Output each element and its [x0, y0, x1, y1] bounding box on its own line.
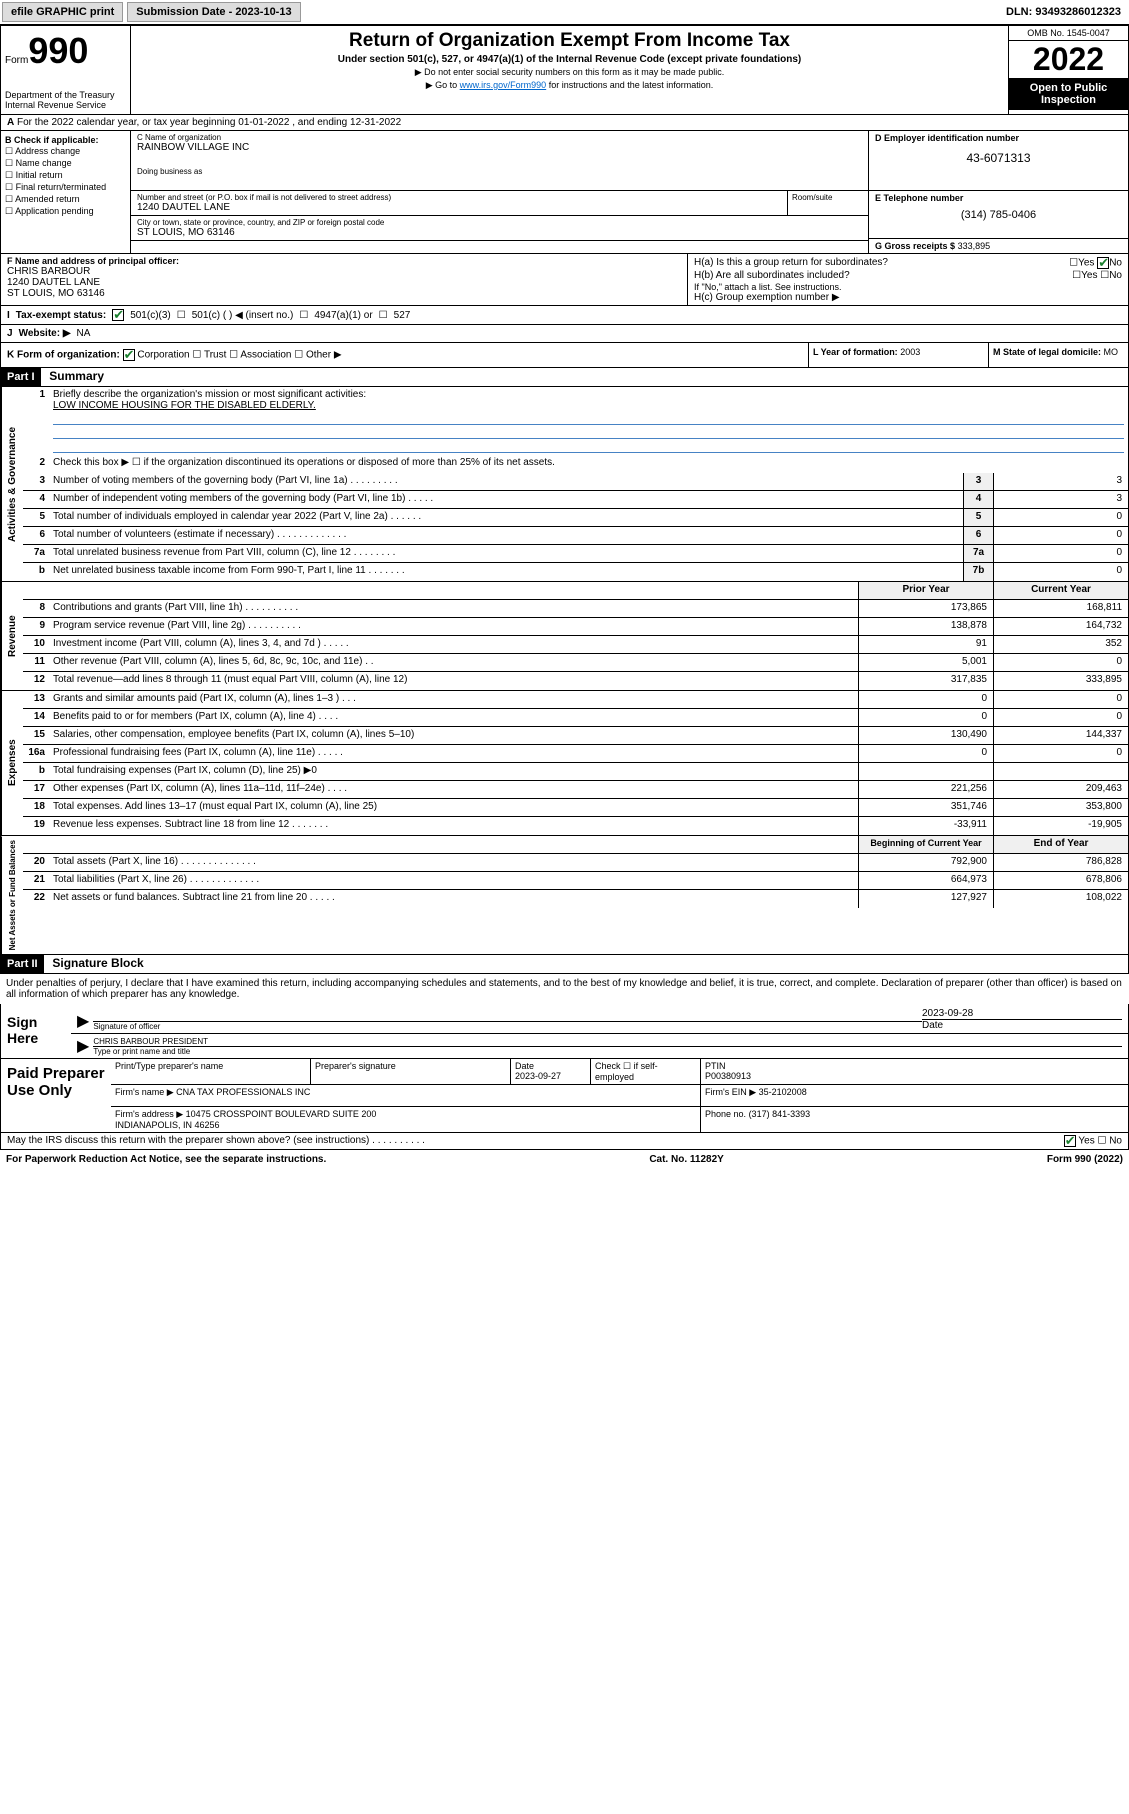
tax-year: 2022 — [1009, 41, 1128, 78]
sign-here: Sign Here — [1, 1004, 71, 1058]
part1-header: Part I — [1, 368, 41, 386]
q1: Briefly describe the organization's miss… — [49, 387, 1128, 455]
open-public-badge: Open to Public Inspection — [1009, 78, 1128, 110]
topbar: efile GRAPHIC print Submission Date - 20… — [0, 0, 1129, 25]
signature-line: Signature of officer — [93, 1006, 922, 1031]
row-a: A For the 2022 calendar year, or tax yea… — [0, 115, 1129, 131]
signature-declaration: Under penalties of perjury, I declare th… — [0, 974, 1129, 1004]
street-address: Number and street (or P.O. box if mail i… — [131, 191, 788, 215]
irs-link[interactable]: www.irs.gov/Form990 — [460, 80, 547, 90]
form-word: Form — [5, 55, 28, 66]
ein-block: D Employer identification number 43-6071… — [869, 131, 1128, 191]
form-title: Return of Organization Exempt From Incom… — [141, 30, 998, 52]
subdate-btn[interactable]: Submission Date - 2023-10-13 — [127, 2, 300, 22]
gross-receipts: G Gross receipts $ 333,895 — [869, 239, 1128, 253]
instr2: ▶ Go to www.irs.gov/Form990 for instruct… — [141, 80, 998, 91]
side-label-exp: Expenses — [1, 691, 23, 835]
row-k: K Form of organization: Corporation ☐ Tr… — [0, 343, 1129, 368]
arrow-icon: ▶ — [77, 1036, 89, 1056]
dln: DLN: 93493286012323 — [1006, 6, 1127, 18]
side-label-gov: Activities & Governance — [1, 387, 23, 581]
side-label-rev: Revenue — [1, 582, 23, 690]
arrow-icon: ▶ — [77, 1011, 89, 1031]
room-suite: Room/suite — [788, 191, 868, 215]
dept-treasury: Department of the Treasury Internal Reve… — [5, 90, 126, 110]
part2-title: Signature Block — [46, 953, 149, 973]
city-block: City or town, state or province, country… — [131, 216, 868, 241]
sign-date: 2023-09-28Date — [922, 1008, 1122, 1031]
paid-preparer-label: Paid Preparer Use Only — [1, 1059, 111, 1132]
omb-number: OMB No. 1545-0047 — [1009, 26, 1128, 41]
h-block: H(a) Is this a group return for subordin… — [688, 254, 1128, 305]
col-b-checkboxes: B Check if applicable: ☐ Address change … — [1, 131, 131, 253]
form-subtitle: Under section 501(c), 527, or 4947(a)(1)… — [141, 54, 998, 65]
may-irs-discuss: May the IRS discuss this return with the… — [0, 1133, 1129, 1150]
officer-name: CHRIS BARBOUR PRESIDENTType or print nam… — [93, 1037, 1122, 1056]
instr1: ▶ Do not enter social security numbers o… — [141, 67, 998, 78]
footer: For Paperwork Reduction Act Notice, see … — [0, 1150, 1129, 1169]
side-label-net: Net Assets or Fund Balances — [1, 836, 23, 954]
part2-header: Part II — [1, 955, 44, 973]
form-number: 990 — [28, 30, 88, 72]
row-i-tax-status: ITax-exempt status: 501(c)(3) ☐ 501(c) (… — [0, 306, 1129, 325]
part1-title: Summary — [43, 366, 110, 386]
row-j-website: JWebsite: ▶NA — [0, 325, 1129, 343]
form-header: Form 990 Department of the Treasury Inte… — [0, 25, 1129, 115]
org-name-block: C Name of organization RAINBOW VILLAGE I… — [131, 131, 868, 191]
efile-btn[interactable]: efile GRAPHIC print — [2, 2, 123, 22]
telephone-block: E Telephone number (314) 785-0406 — [869, 191, 1128, 239]
q2: Check this box ▶ ☐ if the organization d… — [49, 455, 1128, 473]
officer-block: F Name and address of principal officer:… — [1, 254, 688, 305]
